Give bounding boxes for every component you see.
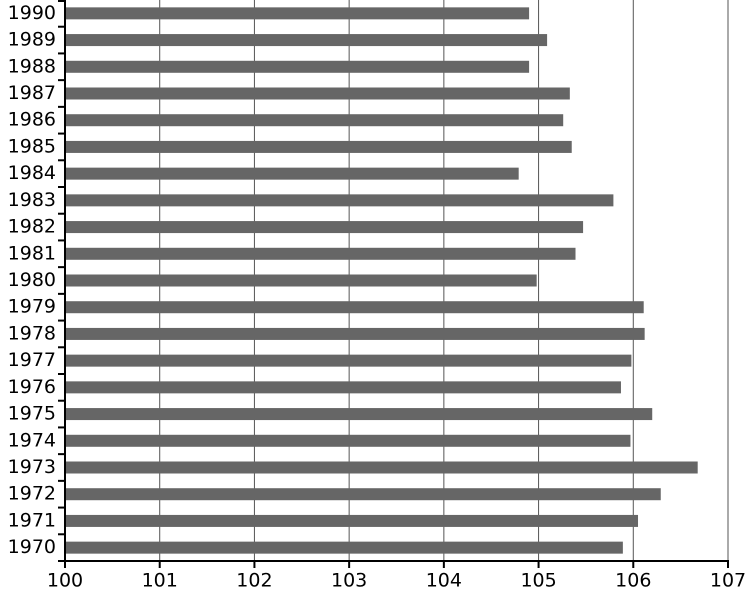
y-tick-label: 1977 (8, 349, 56, 371)
bar (65, 514, 639, 527)
bar (65, 7, 530, 20)
y-tick-label: 1973 (8, 456, 56, 478)
x-tick-label: 104 (426, 570, 462, 592)
x-tick-label: 103 (331, 570, 367, 592)
y-tick-label: 1985 (8, 135, 56, 157)
bar (65, 221, 584, 234)
bar (65, 87, 570, 100)
bar (65, 461, 698, 474)
y-tick-label: 1988 (8, 55, 56, 77)
y-tick-label: 1989 (8, 29, 56, 51)
bar (65, 301, 644, 314)
bar (65, 114, 564, 127)
y-tick-label: 1984 (8, 162, 56, 184)
x-tick-label: 100 (47, 570, 83, 592)
bar (65, 354, 632, 367)
bar (65, 60, 530, 73)
y-tick-label: 1974 (8, 429, 56, 451)
y-tick-label: 1983 (8, 189, 56, 211)
y-tick-label: 1978 (8, 322, 56, 344)
bar (65, 327, 645, 340)
y-tick-label: 1975 (8, 403, 56, 425)
x-tick-label: 105 (520, 570, 556, 592)
bar (65, 194, 614, 207)
y-tick-label: 1987 (8, 82, 56, 104)
bar (65, 488, 661, 501)
bar (65, 167, 519, 180)
y-tick-label: 1982 (8, 216, 56, 238)
y-tick-label: 1979 (8, 296, 56, 318)
bar (65, 34, 548, 47)
x-tick-label: 101 (142, 570, 178, 592)
y-tick-label: 1986 (8, 109, 56, 131)
bar (65, 381, 621, 394)
y-tick-label: 1980 (8, 269, 56, 291)
x-tick-label: 107 (710, 570, 746, 592)
bar (65, 541, 623, 554)
bar (65, 434, 631, 447)
x-tick-label: 106 (615, 570, 651, 592)
y-tick-label: 1970 (8, 536, 56, 558)
bar (65, 247, 576, 260)
x-tick-label: 102 (236, 570, 272, 592)
bar (65, 408, 653, 421)
bar (65, 274, 537, 287)
bar (65, 140, 572, 153)
y-tick-label: 1972 (8, 483, 56, 505)
y-tick-label: 1990 (8, 2, 56, 24)
y-tick-label: 1971 (8, 509, 56, 531)
y-tick-label: 1981 (8, 242, 56, 264)
y-tick-label: 1976 (8, 376, 56, 398)
